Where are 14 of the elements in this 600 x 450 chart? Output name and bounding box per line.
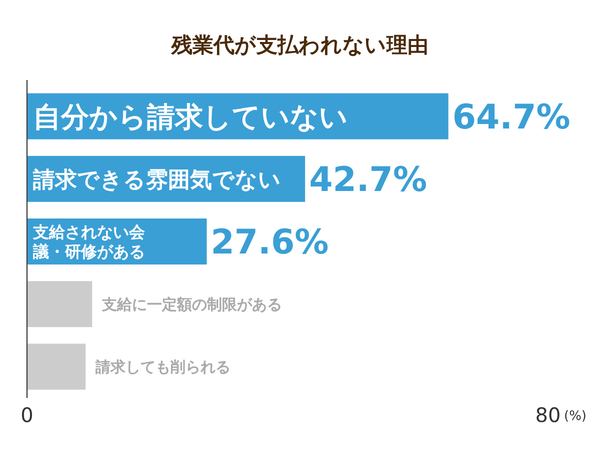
x-tick-label: 0: [20, 403, 34, 427]
x-axis-title: (%): [564, 409, 586, 424]
y-tick-label: 支給に一定額の制限がある: [101, 296, 282, 314]
bar: [27, 344, 86, 390]
chart-title: 残業代が支払われない理由: [170, 33, 428, 57]
data-label: 64.7%: [452, 97, 570, 138]
y-tick-label: 請求しても削られる: [94, 358, 231, 376]
y-tick-label: 自分から請求していない: [33, 100, 348, 134]
bar: [27, 281, 92, 328]
data-label: 42.7%: [309, 160, 428, 200]
data-label: 27.6%: [210, 222, 329, 262]
y-tick-label: 請求できる雰囲気でない: [32, 168, 281, 193]
y-tick-label: 支給されない会議・研修がある: [32, 222, 146, 261]
x-tick-label: 80: [535, 403, 561, 427]
